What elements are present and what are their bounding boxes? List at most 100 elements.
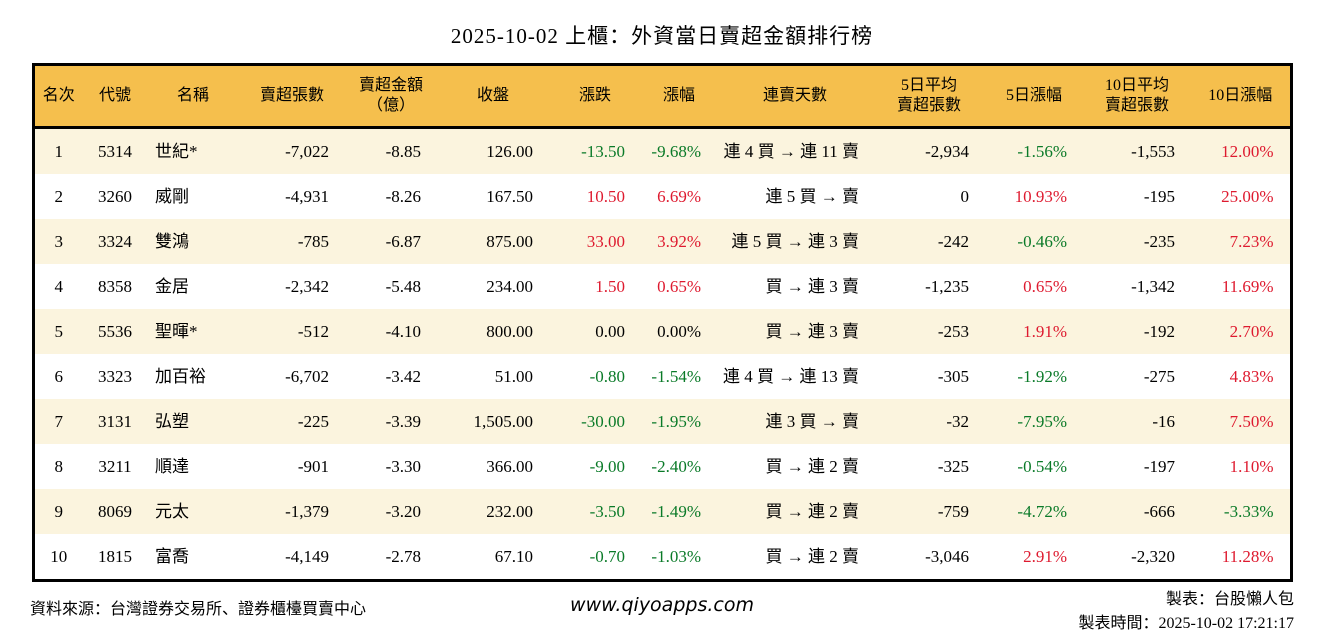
cell-net-sell-volume: -7,022 <box>285 142 329 161</box>
cell-change: -13.50 <box>581 142 625 161</box>
cell-streak: 買 → 連 3 賣 <box>765 322 860 341</box>
cell-pct10: 4.83% <box>1229 367 1274 386</box>
cell-net-sell-amount: -8.85 <box>385 142 421 161</box>
cell-change: -30.00 <box>581 412 625 431</box>
cell-change: -0.80 <box>589 367 625 386</box>
cell-avg10-volume: -666 <box>1143 502 1175 521</box>
cell-code: 8358 <box>98 277 132 296</box>
cell-code: 1815 <box>98 547 132 566</box>
header-row: 名次 代號 名稱 賣超張數 賣超金額 （億） 收盤 漲跌 漲幅 連賣天數 5日平均… <box>33 64 1291 129</box>
col-header-avg10-volume: 10日平均 賣超張數 <box>1083 64 1191 129</box>
cell-close: 126.00 <box>486 142 533 161</box>
table-row: 6 3323 加百裕 -6,702 -3.42 51.00 -0.80 -1.54% 連 4 買… <box>33 354 1291 399</box>
cell-pct10: 7.50% <box>1229 412 1274 431</box>
table-row: 5 5536 聖暉* -512 -4.10 800.00 0.00 0.00% 買 → 連 3 … <box>33 309 1291 354</box>
cell-change: 0.00 <box>595 322 625 341</box>
cell-name: 元太 <box>155 502 189 521</box>
cell-code: 8069 <box>98 502 132 521</box>
cell-rank: 2 <box>54 187 64 206</box>
cell-pct5: -1.92% <box>1017 367 1067 386</box>
cell-change-pct: 0.00% <box>657 322 701 341</box>
cell-code: 5536 <box>98 322 132 341</box>
cell-pct10: 25.00% <box>1221 187 1274 206</box>
cell-net-sell-amount: -3.20 <box>385 502 421 521</box>
cell-name: 威剛 <box>155 187 189 206</box>
cell-name: 順達 <box>155 457 189 476</box>
cell-change-pct: 3.92% <box>657 232 701 251</box>
cell-streak: 連 4 買 → 連 11 賣 <box>723 142 859 161</box>
cell-rank: 9 <box>54 502 64 521</box>
cell-close: 232.00 <box>486 502 533 521</box>
table-row: 2 3260 威剛 -4,931 -8.26 167.50 10.50 6.69% 連 5 買 … <box>33 174 1291 219</box>
cell-pct10: 11.69% <box>1221 277 1274 296</box>
cell-rank: 5 <box>54 322 64 341</box>
cell-change-pct: 0.65% <box>657 277 701 296</box>
cell-pct10: 1.10% <box>1229 457 1274 476</box>
cell-net-sell-volume: -4,931 <box>285 187 329 206</box>
cell-code: 3131 <box>98 412 132 431</box>
cell-avg10-volume: -195 <box>1143 187 1175 206</box>
cell-rank: 8 <box>54 457 64 476</box>
cell-rank: 10 <box>50 547 68 566</box>
cell-pct5: -4.72% <box>1017 502 1067 521</box>
cell-avg5-volume: -32 <box>946 412 969 431</box>
cell-pct10: 7.23% <box>1229 232 1274 251</box>
credit-block: 製表：台股懶人包 製表時間：2025-10-02 17:21:17 <box>1078 588 1294 636</box>
cell-avg5-volume: -305 <box>937 367 969 386</box>
cell-avg10-volume: -16 <box>1152 412 1175 431</box>
cell-streak: 買 → 連 2 賣 <box>765 547 860 566</box>
cell-net-sell-volume: -225 <box>297 412 329 431</box>
cell-avg5-volume: -1,235 <box>925 277 969 296</box>
cell-pct5: 2.91% <box>1023 547 1067 566</box>
cell-net-sell-volume: -4,149 <box>285 547 329 566</box>
cell-avg10-volume: -1,342 <box>1131 277 1175 296</box>
col-header-change: 漲跌 <box>549 64 641 129</box>
footer: 資料來源：台灣證券交易所、證券櫃檯買賣中心 www.qiyoapps.com 製… <box>30 588 1294 634</box>
cell-streak: 買 → 連 3 賣 <box>765 277 860 296</box>
cell-close: 234.00 <box>486 277 533 296</box>
maker-label: 製表：台股懶人包 <box>1165 591 1294 608</box>
cell-streak: 連 5 買 → 連 3 賣 <box>731 232 860 251</box>
table-row: 8 3211 順達 -901 -3.30 366.00 -9.00 -2.40% 買 → 連 2… <box>33 444 1291 489</box>
ranking-table: 名次 代號 名稱 賣超張數 賣超金額 （億） 收盤 漲跌 漲幅 連賣天數 5日平均… <box>31 63 1293 582</box>
col-header-rank: 名次 <box>33 64 83 129</box>
cell-code: 3323 <box>98 367 132 386</box>
cell-change-pct: -1.54% <box>651 367 701 386</box>
cell-code: 3324 <box>98 232 132 251</box>
cell-name: 加百裕 <box>155 367 206 386</box>
cell-net-sell-volume: -6,702 <box>285 367 329 386</box>
cell-rank: 6 <box>54 367 64 386</box>
cell-close: 51.00 <box>494 367 533 386</box>
cell-pct5: 1.91% <box>1023 322 1067 341</box>
cell-change: -9.00 <box>589 457 625 476</box>
cell-net-sell-amount: -8.26 <box>385 187 421 206</box>
cell-name: 弘塑 <box>155 412 189 431</box>
col-header-pct10: 10日漲幅 <box>1191 64 1291 129</box>
cell-net-sell-amount: -3.42 <box>385 367 421 386</box>
website-url: www.qiyoapps.com <box>570 594 754 616</box>
cell-net-sell-volume: -785 <box>297 232 329 251</box>
cell-change-pct: 6.69% <box>657 187 701 206</box>
cell-streak: 買 → 連 2 賣 <box>765 502 860 521</box>
cell-change-pct: -1.49% <box>651 502 701 521</box>
table-row: 10 1815 富喬 -4,149 -2.78 67.10 -0.70 -1.03% 買 → 連… <box>33 534 1291 581</box>
cell-net-sell-amount: -4.10 <box>385 322 421 341</box>
cell-close: 1,505.00 <box>473 412 534 431</box>
cell-pct10: 11.28% <box>1221 547 1274 566</box>
cell-rank: 3 <box>54 232 64 251</box>
cell-net-sell-volume: -1,379 <box>285 502 329 521</box>
cell-code: 3260 <box>98 187 132 206</box>
cell-rank: 1 <box>54 142 64 161</box>
cell-net-sell-amount: -5.48 <box>385 277 421 296</box>
cell-close: 67.10 <box>494 547 533 566</box>
cell-avg10-volume: -192 <box>1143 322 1175 341</box>
cell-net-sell-amount: -6.87 <box>385 232 421 251</box>
page-title: 2025-10-02 上櫃：外資當日賣超金額排行榜 <box>450 24 874 48</box>
cell-change: 10.50 <box>586 187 625 206</box>
cell-close: 800.00 <box>486 322 533 341</box>
cell-net-sell-volume: -512 <box>297 322 329 341</box>
cell-pct10: -3.33% <box>1223 502 1274 521</box>
cell-change: -3.50 <box>589 502 625 521</box>
cell-avg5-volume: -2,934 <box>925 142 969 161</box>
data-source-note: 資料來源：台灣證券交易所、證券櫃檯買賣中心 <box>30 601 367 618</box>
